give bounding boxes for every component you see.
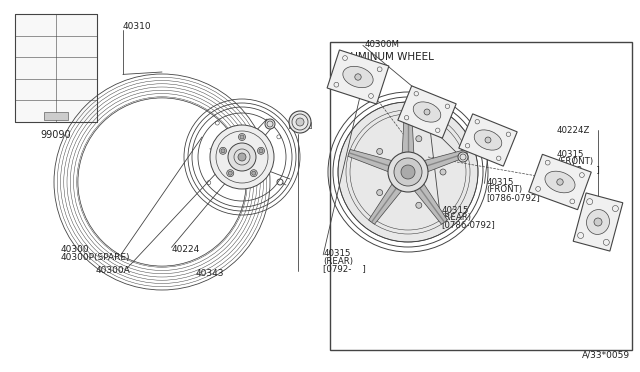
Circle shape — [238, 153, 246, 161]
Text: 99090: 99090 — [41, 130, 71, 140]
Text: 40224: 40224 — [172, 246, 200, 254]
Circle shape — [228, 143, 256, 171]
Polygon shape — [327, 50, 389, 104]
Circle shape — [228, 171, 232, 175]
Text: 40300P(SPARE): 40300P(SPARE) — [61, 253, 131, 262]
Text: [0786-0792]: [0786-0792] — [442, 221, 495, 230]
Circle shape — [257, 147, 264, 154]
Circle shape — [355, 74, 361, 80]
Circle shape — [250, 170, 257, 177]
Polygon shape — [529, 154, 591, 210]
Circle shape — [239, 134, 246, 141]
Polygon shape — [421, 150, 468, 173]
Circle shape — [394, 158, 422, 186]
Text: ALUMINUM WHEEL: ALUMINUM WHEEL — [338, 52, 434, 62]
Text: 40315: 40315 — [486, 178, 514, 187]
Circle shape — [388, 152, 428, 192]
Circle shape — [240, 135, 244, 139]
Text: 40300A: 40300A — [96, 266, 131, 275]
Text: 40343: 40343 — [195, 269, 224, 278]
Circle shape — [227, 170, 234, 177]
Circle shape — [338, 102, 478, 242]
Text: (FRONT): (FRONT) — [486, 185, 522, 194]
Text: (REAR): (REAR) — [323, 257, 353, 266]
Circle shape — [458, 152, 468, 162]
Circle shape — [210, 125, 274, 189]
Polygon shape — [413, 182, 447, 224]
Circle shape — [416, 202, 422, 208]
Circle shape — [424, 109, 430, 115]
Ellipse shape — [545, 171, 575, 193]
Bar — [44, 112, 68, 120]
Circle shape — [259, 149, 263, 153]
Text: 40300M: 40300M — [365, 40, 400, 49]
Text: 40315: 40315 — [323, 249, 351, 258]
Text: (FRONT): (FRONT) — [557, 157, 593, 166]
Ellipse shape — [413, 102, 441, 122]
Circle shape — [594, 218, 602, 226]
Text: [0792-    ]: [0792- ] — [557, 165, 600, 174]
Text: A/33*0059: A/33*0059 — [582, 351, 630, 360]
Text: 40224: 40224 — [410, 100, 437, 109]
Polygon shape — [369, 182, 403, 224]
Circle shape — [377, 190, 383, 196]
Circle shape — [401, 165, 415, 179]
Polygon shape — [459, 114, 517, 166]
Text: 40310: 40310 — [123, 22, 152, 31]
Text: 40315: 40315 — [442, 206, 469, 215]
Text: 40315: 40315 — [557, 150, 584, 159]
Circle shape — [557, 179, 563, 185]
Text: 40311: 40311 — [211, 146, 240, 155]
Ellipse shape — [586, 209, 609, 234]
Bar — [330, 42, 632, 350]
Circle shape — [78, 98, 246, 266]
Text: 40224Z: 40224Z — [557, 126, 590, 135]
Circle shape — [80, 100, 244, 264]
Text: 40300: 40300 — [61, 245, 90, 254]
Circle shape — [416, 136, 422, 142]
Text: (REAR): (REAR) — [442, 213, 472, 222]
Circle shape — [296, 118, 304, 126]
Circle shape — [440, 169, 446, 175]
Ellipse shape — [343, 66, 373, 88]
Circle shape — [377, 148, 383, 154]
Ellipse shape — [474, 130, 502, 150]
Bar — [15, 14, 97, 122]
Circle shape — [289, 111, 311, 133]
Circle shape — [252, 171, 256, 175]
Text: [0792-    ]: [0792- ] — [323, 264, 366, 273]
Polygon shape — [402, 110, 414, 156]
Polygon shape — [348, 150, 395, 173]
Text: [0786-0792]: [0786-0792] — [486, 193, 540, 202]
Circle shape — [265, 119, 275, 129]
Circle shape — [221, 149, 225, 153]
Circle shape — [485, 137, 491, 143]
Polygon shape — [398, 86, 456, 138]
Polygon shape — [573, 193, 623, 251]
Circle shape — [220, 147, 227, 154]
